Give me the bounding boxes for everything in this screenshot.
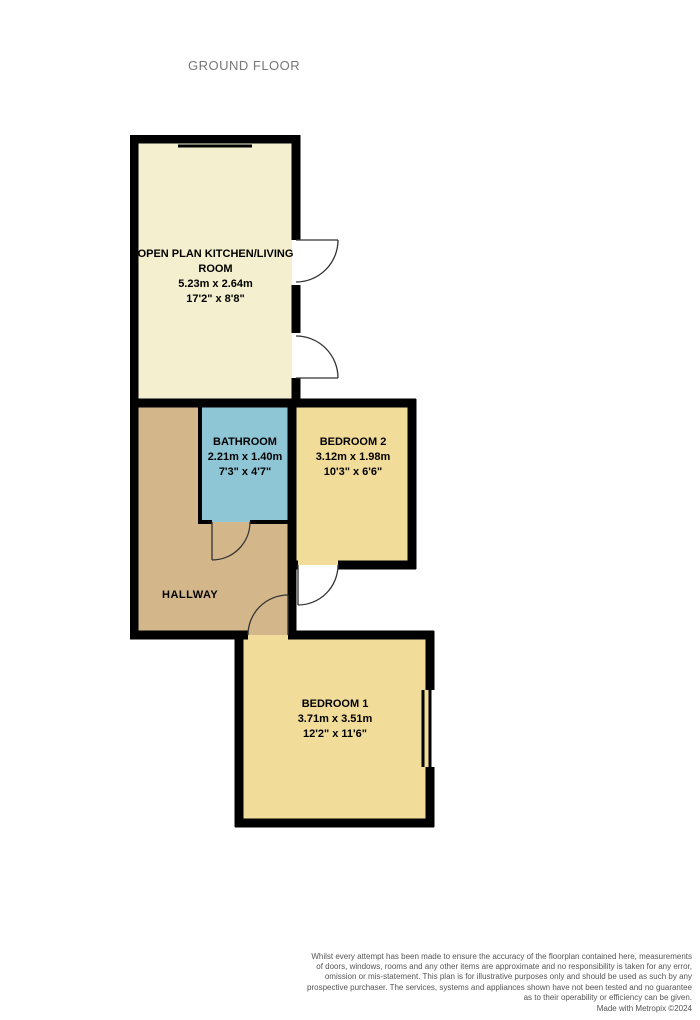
bedroom1-dims-m: 3.71m x 3.51m — [280, 712, 390, 727]
bedroom1-dims-ft: 12'2" x 11'6" — [280, 727, 390, 742]
bedroom2-dims-ft: 10'3" x 6'6" — [298, 465, 408, 480]
kitchen-dims-ft: 17'2" x 8'8" — [128, 292, 303, 307]
floorplan: OPEN PLAN KITCHEN/LIVING ROOM 5.23m x 2.… — [130, 135, 450, 865]
disclaimer-line1: Whilst every attempt has been made to en… — [311, 952, 692, 961]
bathroom-dims-m: 2.21m x 1.40m — [190, 450, 300, 465]
disclaimer-line4: prospective purchaser. The services, sys… — [307, 983, 692, 992]
disclaimer-line3: omission or mis-statement. This plan is … — [325, 972, 692, 981]
bedroom2-label: BEDROOM 2 3.12m x 1.98m 10'3" x 6'6" — [298, 435, 408, 480]
disclaimer: Whilst every attempt has been made to en… — [160, 952, 692, 1014]
bedroom1-label: BEDROOM 1 3.71m x 3.51m 12'2" x 11'6" — [280, 697, 390, 742]
bathroom-dims-ft: 7'3" x 4'7" — [190, 465, 300, 480]
floorplan-svg — [130, 135, 450, 865]
bathroom-name: BATHROOM — [190, 435, 300, 450]
disclaimer-line6: Made with Metropix ©2024 — [597, 1004, 692, 1013]
disclaimer-line2: of doors, windows, rooms and any other i… — [316, 962, 692, 971]
kitchen-name-line1: OPEN PLAN KITCHEN/LIVING — [128, 247, 303, 262]
hallway-label: HALLWAY — [162, 589, 218, 601]
kitchen-label: OPEN PLAN KITCHEN/LIVING ROOM 5.23m x 2.… — [128, 247, 303, 306]
bedroom2-dims-m: 3.12m x 1.98m — [298, 450, 408, 465]
bedroom2-name: BEDROOM 2 — [298, 435, 408, 450]
floorplan-title: GROUND FLOOR — [188, 58, 300, 73]
bedroom2-fill — [292, 403, 412, 565]
disclaimer-line5: as to their operability or efficiency ca… — [524, 993, 692, 1002]
kitchen-dims-m: 5.23m x 2.64m — [128, 277, 303, 292]
kitchen-name-line2: ROOM — [128, 262, 303, 277]
bedroom1-name: BEDROOM 1 — [280, 697, 390, 712]
bathroom-label: BATHROOM 2.21m x 1.40m 7'3" x 4'7" — [190, 435, 300, 480]
